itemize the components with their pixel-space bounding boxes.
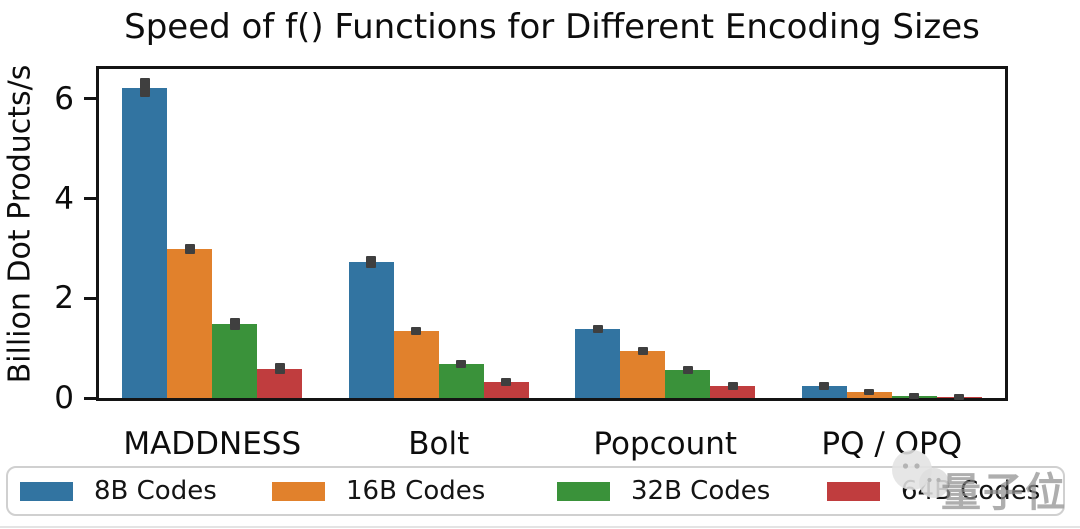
y-tick-label: 4 [54, 180, 74, 217]
y-tick-mark [84, 97, 96, 101]
chart-title: Speed of f() Functions for Different Enc… [124, 7, 980, 47]
bar [167, 249, 213, 398]
bar [122, 87, 168, 398]
error-bar [727, 381, 738, 390]
legend-label: 16B Codes [346, 476, 486, 506]
bar [665, 369, 711, 398]
bar [483, 382, 529, 398]
legend-item-32b-codes: 32B Codes [557, 468, 770, 514]
error-bar [139, 78, 150, 98]
y-tick-mark [84, 296, 96, 300]
legend-item-16b-codes: 16B Codes [272, 468, 485, 514]
bar [575, 328, 621, 398]
y-tick-mark [84, 396, 96, 400]
legend-label: 8B Codes [94, 476, 217, 506]
error-bar [864, 388, 875, 395]
error-bar [229, 318, 240, 331]
y-tick-label: 2 [54, 280, 74, 317]
bar [710, 385, 756, 398]
bar [348, 262, 394, 398]
legend-item-8b-codes: 8B Codes [20, 468, 217, 514]
error-bar [274, 363, 285, 375]
legend-label: 64B Codes [901, 476, 1041, 506]
error-bar [682, 365, 693, 374]
error-bar [366, 256, 377, 269]
legend-label: 32B Codes [631, 476, 771, 506]
bar [846, 391, 892, 398]
legend-item-64b-codes: 64B Codes [827, 468, 1040, 514]
plot-area [96, 66, 1008, 401]
x-tick-label: Popcount [593, 426, 738, 462]
legend-swatch-16b-icon [272, 481, 325, 501]
error-bar [411, 326, 422, 335]
error-bar [456, 360, 467, 369]
error-bar [954, 394, 965, 400]
x-tick-label: Bolt [408, 426, 470, 462]
bar [801, 385, 847, 398]
x-tick-label: MADDNESS [123, 426, 302, 462]
error-bar [501, 378, 512, 387]
legend-swatch-8b-icon [20, 481, 73, 501]
x-tick-labels: MADDNESS Bolt Popcount PQ / OPQ [99, 425, 1005, 463]
y-tick-label: 0 [54, 380, 74, 416]
legend: 8B Codes 16B Codes 32B Codes 64B Codes [6, 466, 1065, 516]
y-tick-label: 6 [54, 80, 74, 117]
bar [212, 324, 258, 398]
legend-swatch-64b-icon [827, 481, 880, 501]
error-bar [592, 324, 603, 333]
bottom-hairline [0, 526, 1080, 528]
bar [393, 330, 439, 398]
x-tick-label: PQ / OPQ [821, 426, 963, 462]
legend-swatch-32b-icon [557, 481, 610, 501]
error-bar [184, 244, 195, 255]
bar [620, 351, 666, 398]
error-bar [819, 381, 830, 390]
bar [438, 364, 484, 398]
y-tick-mark [84, 197, 96, 201]
error-bar [909, 392, 920, 399]
error-bar [637, 347, 648, 356]
